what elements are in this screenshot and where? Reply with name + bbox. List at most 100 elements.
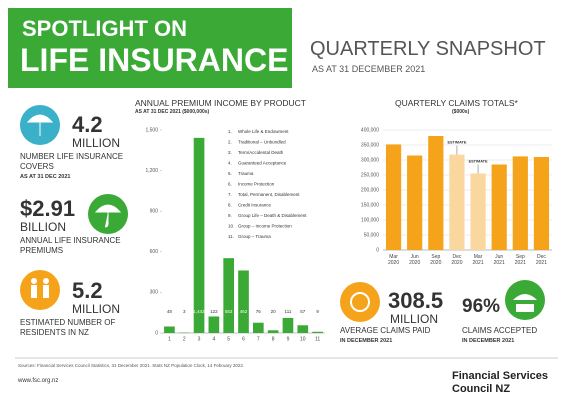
y-tick-label: 100,000 <box>361 217 379 223</box>
value-label: 1,442 <box>193 309 205 314</box>
y-tick-label: 350,000 <box>361 142 379 148</box>
legend-number: 1. <box>228 129 232 134</box>
value-label: 20 <box>271 309 277 314</box>
x-tick-label: Jun 2021 <box>493 254 505 266</box>
sources: Sources: Financial Services Council Stat… <box>18 363 245 368</box>
value-label: 462 <box>240 309 248 314</box>
value-label: 3 <box>183 309 186 314</box>
legend-number: 8. <box>228 203 232 208</box>
x-tick-label: Dec 2020 <box>451 254 463 266</box>
y-tick-label: 250,000 <box>361 172 379 178</box>
x-tick-label: Dec 2021 <box>535 254 547 266</box>
legend-number: 10. <box>228 224 234 229</box>
x-tick-label: 10 <box>300 336 306 342</box>
legend-label: Income Protection <box>238 182 275 187</box>
y-tick-label: 50,000 <box>364 232 380 238</box>
bar <box>533 157 550 250</box>
legend-number: 4. <box>228 161 232 166</box>
legend-label: Term/Accidental Death <box>238 150 284 155</box>
legend-label: Group – Income Protection <box>238 224 292 229</box>
bar <box>252 322 264 333</box>
stat-note: IN DECEMBER 2021 <box>462 338 515 344</box>
legend-number: 11. <box>228 234 234 239</box>
page-subtitle: AS AT 31 DECEMBER 2021 <box>312 64 426 74</box>
y-tick-label: 300,000 <box>361 157 379 163</box>
stat-value: 96% <box>462 296 501 317</box>
icon-accepted <box>513 294 537 312</box>
stat-label: AVERAGE CLAIMS PAID <box>340 326 431 335</box>
legend-label: Group Life – Death & Disablement <box>238 213 307 218</box>
bar <box>164 326 175 333</box>
bar <box>193 137 205 333</box>
brand: Council NZ <box>452 383 511 395</box>
legend-label: Credit Insurance <box>238 203 272 208</box>
x-tick-label: Jun 2020 <box>409 254 421 266</box>
legend-number: 3. <box>228 150 232 155</box>
bar <box>491 164 507 250</box>
legend-label: Group – Trauma <box>238 234 271 239</box>
header-line2: LIFE INSURANCE <box>20 42 289 78</box>
bar <box>238 270 249 333</box>
stat-value: 5.2 <box>72 278 103 303</box>
value-label: 48 <box>167 309 173 314</box>
x-tick-label: Mar 2020 <box>388 254 400 266</box>
chart-subtitle: ($000s) <box>452 109 470 115</box>
y-tick-label: 0 <box>376 247 379 253</box>
legend-number: 9. <box>228 213 232 218</box>
legend-number: 7. <box>228 192 232 197</box>
icon-person <box>43 278 49 284</box>
value-label: 553 <box>225 309 233 314</box>
legend-label: Guaranteed Acceptance <box>238 161 287 166</box>
value-label: 111 <box>285 309 292 314</box>
url: www.fsc.org.nz <box>18 378 59 384</box>
stat-unit: MILLION <box>72 136 121 150</box>
y-tick-label: 150,000 <box>361 202 379 208</box>
bar <box>449 154 465 250</box>
stat-note: AS AT 31 DEC 2021 <box>20 174 71 180</box>
page-title: QUARTERLY SNAPSHOT <box>310 38 546 60</box>
value-label: 9 <box>316 309 319 314</box>
header-box <box>8 8 292 88</box>
legend-number: 2. <box>228 140 232 145</box>
stat-value: 308.5 <box>388 288 444 313</box>
icon-umbrella <box>94 204 122 228</box>
value-label: 76 <box>256 309 262 314</box>
x-tick-label: Sep 2021 <box>514 254 526 266</box>
stat-label: ESTIMATED NUMBER OF RESIDENTS IN NZ <box>20 318 116 337</box>
x-tick-label: 1 <box>168 336 171 342</box>
x-tick-label: 2 <box>183 336 186 342</box>
x-tick-label: Mar 2021 <box>472 254 484 266</box>
legend-number: 6. <box>228 182 232 187</box>
legend-number: 5. <box>228 171 232 176</box>
x-tick-label: 8 <box>272 336 275 342</box>
annotation: ESTIMATE <box>447 141 466 145</box>
stat-unit: BILLION <box>20 220 67 234</box>
y-tick-label: 1,500 <box>145 127 158 133</box>
bar <box>407 155 423 250</box>
icon-claims <box>350 292 370 312</box>
legend-label: Total, Permanent, Disablement <box>238 192 300 197</box>
header-line1: SPOTLIGHT ON <box>22 16 187 41</box>
value-label: 57 <box>300 309 306 314</box>
chart-subtitle: AS AT 31 DEC 2021 ($000,000s) <box>135 109 210 115</box>
stat-label: NUMBER LIFE INSURANCE COVERS <box>20 152 124 171</box>
y-tick-label: 600 <box>150 249 159 255</box>
bar <box>385 144 402 250</box>
x-tick-label: 6 <box>242 336 245 342</box>
bar <box>297 325 309 333</box>
stat-label: ANNUAL LIFE INSURANCE PREMIUMS <box>20 236 121 255</box>
x-tick-label: 3 <box>198 336 201 342</box>
icon-claims-circle <box>340 282 380 322</box>
x-tick-label: 9 <box>287 336 290 342</box>
y-tick-label: 200,000 <box>361 187 379 193</box>
bar <box>223 258 235 333</box>
value-label: 122 <box>210 309 218 314</box>
bar <box>282 317 294 333</box>
stat-label: CLAIMS ACCEPTED <box>462 326 538 335</box>
icon-umbrella <box>26 114 54 136</box>
x-tick-label: 11 <box>315 336 320 342</box>
y-tick-label: 900 <box>150 209 159 215</box>
x-tick-label: 4 <box>212 336 215 342</box>
